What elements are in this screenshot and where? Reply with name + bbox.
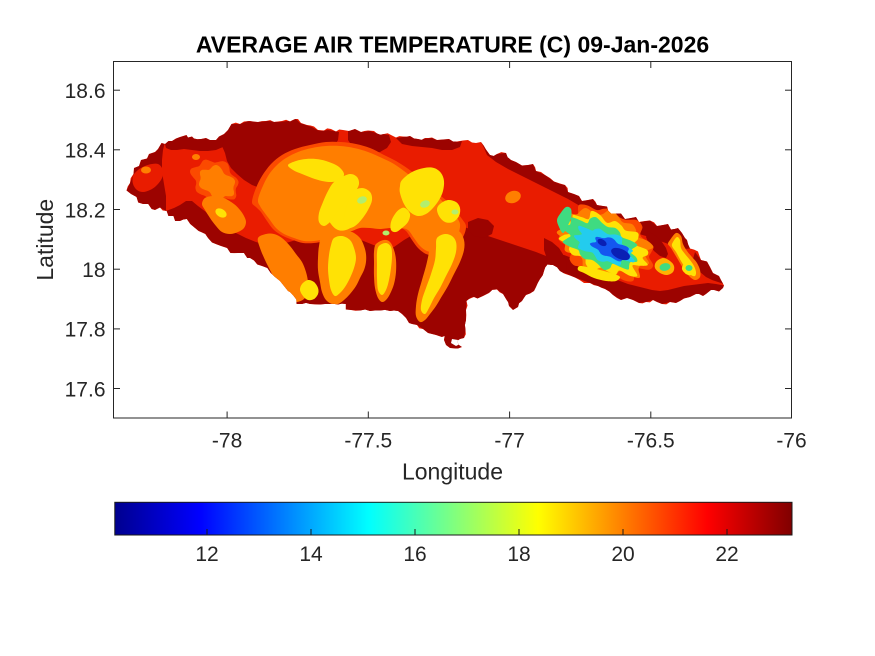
svg-text:12: 12 bbox=[195, 543, 218, 566]
svg-text:Longitude: Longitude bbox=[402, 459, 503, 485]
svg-text:22: 22 bbox=[715, 543, 738, 566]
svg-text:-77: -77 bbox=[494, 430, 524, 453]
svg-text:-76.5: -76.5 bbox=[627, 430, 675, 453]
svg-text:16: 16 bbox=[403, 543, 426, 566]
svg-text:20: 20 bbox=[611, 543, 634, 566]
svg-text:Latitude: Latitude bbox=[32, 199, 58, 281]
svg-text:-78: -78 bbox=[212, 430, 242, 453]
svg-text:17.8: 17.8 bbox=[65, 319, 106, 342]
svg-text:17.6: 17.6 bbox=[65, 378, 106, 401]
svg-text:14: 14 bbox=[299, 543, 323, 566]
svg-text:18.2: 18.2 bbox=[65, 199, 106, 222]
svg-text:-77.5: -77.5 bbox=[344, 430, 392, 453]
svg-text:18.4: 18.4 bbox=[65, 140, 106, 163]
svg-text:18: 18 bbox=[507, 543, 530, 566]
svg-text:18.6: 18.6 bbox=[65, 80, 106, 103]
svg-text:AVERAGE AIR TEMPERATURE (C) 09: AVERAGE AIR TEMPERATURE (C) 09-Jan-2026 bbox=[196, 32, 709, 58]
svg-text:18: 18 bbox=[82, 259, 105, 282]
svg-text:-76: -76 bbox=[776, 430, 806, 453]
